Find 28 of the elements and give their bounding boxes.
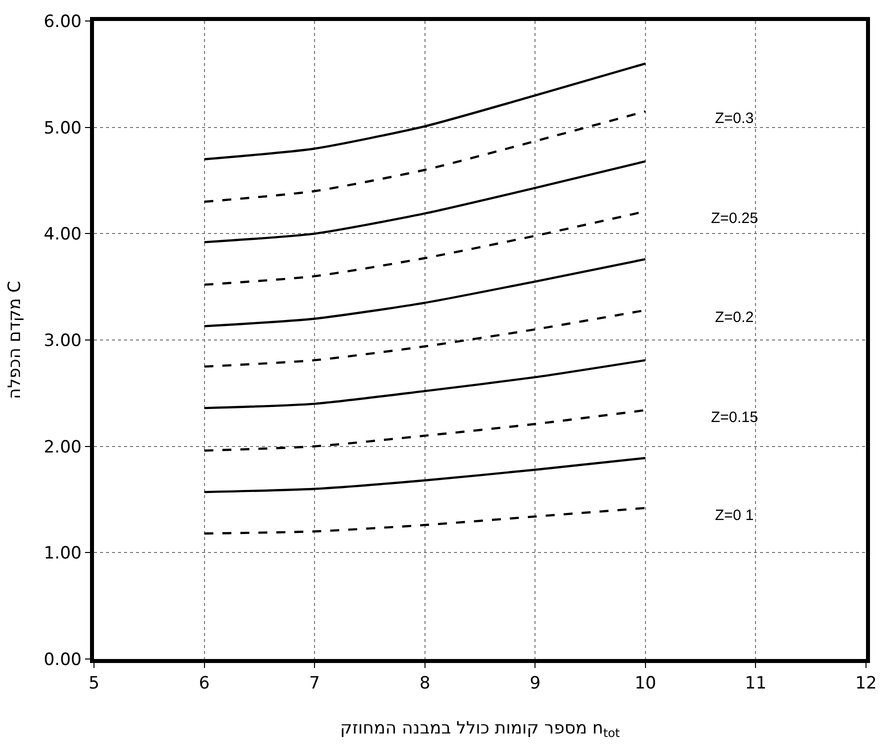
line-series — [203, 258, 647, 328]
line-series — [203, 110, 647, 203]
x-tick-label: 6 — [198, 673, 210, 694]
line-series — [203, 62, 647, 160]
annotation: Z=0.25 — [711, 210, 758, 227]
x-tick-label: 9 — [530, 673, 541, 694]
annotation: Z=0.2 — [715, 309, 754, 326]
line-series — [203, 456, 647, 494]
line-series — [203, 160, 647, 244]
line-series — [203, 506, 647, 535]
y-tick-label: 2.00 — [44, 437, 82, 458]
x-tick-label: 11 — [744, 673, 767, 694]
y-tick-label: 3.00 — [44, 330, 82, 351]
y-tick-label: 6.00 — [44, 12, 82, 32]
line-series — [203, 359, 647, 410]
y-tick-label: 4.00 — [44, 224, 82, 245]
y-tick-label: 0.00 — [44, 650, 82, 670]
y-axis-title: מקדם הכפלה C — [4, 280, 25, 400]
x-tick-label: 10 — [634, 673, 656, 694]
y-tick-label: 1.00 — [44, 544, 82, 564]
x-tick-label: 7 — [309, 673, 320, 694]
x-tick-label: 5 — [88, 673, 100, 694]
x-tick-label: 8 — [419, 673, 430, 694]
y-tick-label: 5.00 — [44, 118, 82, 138]
annotation: Z=0.15 — [711, 409, 758, 426]
annotation: Z=0 1 — [715, 507, 754, 524]
annotation: Z=0.3 — [715, 110, 754, 127]
x-tick-label: 12 — [855, 673, 877, 694]
